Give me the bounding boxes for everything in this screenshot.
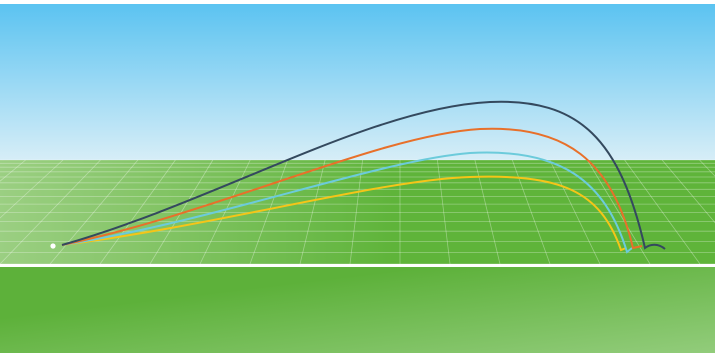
grid-line-vertical [249,159,289,265]
sky [0,4,715,162]
grid-line-vertical [0,159,26,182]
field-divider-line [0,264,715,267]
grid-line-vertical [437,159,451,265]
grid-line-vertical [49,159,139,265]
trajectory-shot-2[interactable] [61,127,643,250]
grid-line-vertical [299,159,326,265]
fairway-field [0,160,715,267]
grid-line-vertical [99,159,176,265]
foreground-grass [0,267,715,353]
trajectory-shot-1[interactable] [61,100,666,250]
grid-line-vertical [549,159,601,265]
grid-line-vertical [0,159,101,265]
trajectory-shot-4[interactable] [61,175,627,252]
grid-line-vertical [199,159,251,265]
grid-line-vertical [0,159,64,219]
grid-line-vertical [661,159,715,224]
grid-line-vertical [624,159,701,265]
grid-line-vertical [349,159,363,265]
golf-ball [50,243,56,249]
shot-trajectories [61,100,666,254]
trajectory-shot-3[interactable] [61,151,633,254]
grid-line-vertical [149,159,214,265]
